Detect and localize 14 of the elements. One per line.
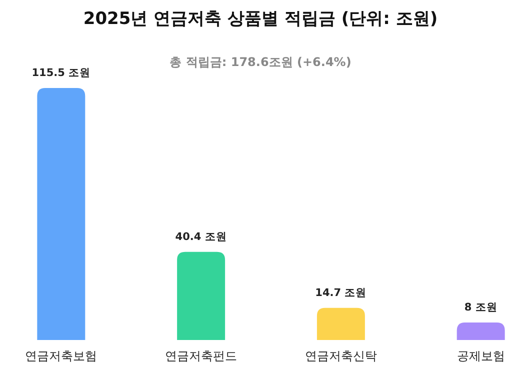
chart-subtitle: 총 적립금: 178.6조원 (+6.4%) [170, 55, 352, 69]
bar [316, 308, 365, 340]
bar [456, 322, 505, 340]
data-label: 14.7 조원 [315, 286, 367, 299]
data-label: 8 조원 [464, 302, 498, 314]
chart-title: 2025년 연금저축 상품별 적립금 (단위: 조원) [83, 9, 438, 29]
x-tick-label: 연금저축보험 [25, 349, 98, 363]
x-tick-label: 연금저축펀드 [165, 349, 238, 363]
data-label: 115.5 조원 [32, 67, 91, 79]
data-label: 40.4 조원 [175, 230, 227, 243]
x-tick-label: 연금저축신탁 [304, 349, 377, 363]
x-tick-label: 공제보험 [456, 349, 505, 363]
bar [37, 88, 86, 340]
bar [177, 252, 226, 340]
